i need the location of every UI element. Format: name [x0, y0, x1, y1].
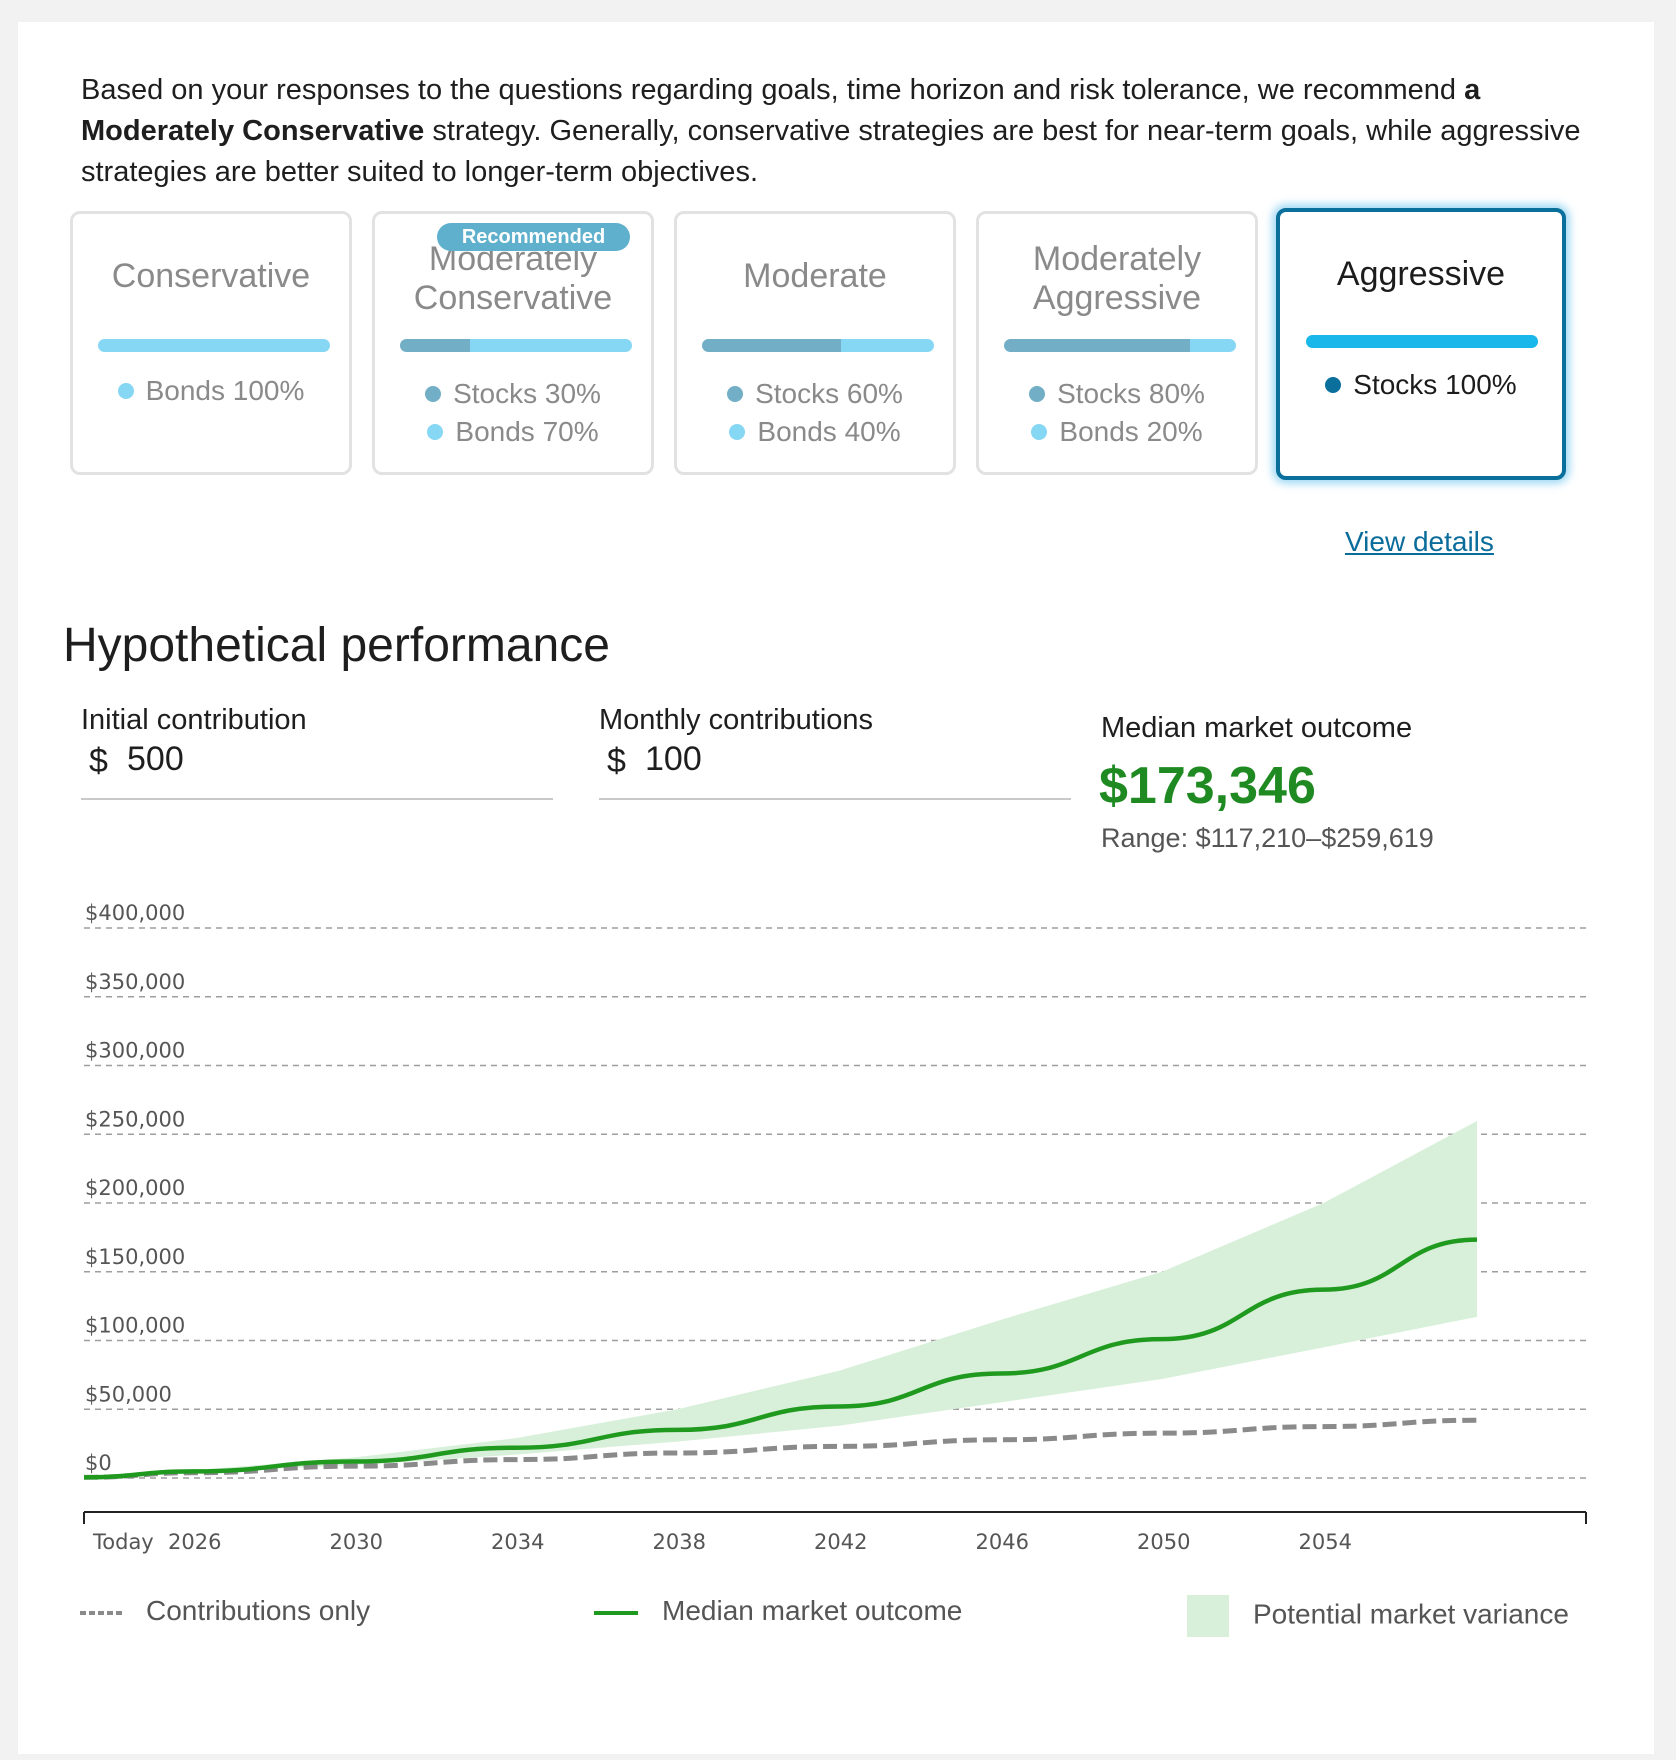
- strategy-card-conservative[interactable]: Conservative Bonds 100%: [70, 211, 352, 475]
- allocation-text: Bonds 40%: [757, 416, 901, 447]
- y-tick-label: $400,000: [85, 901, 185, 925]
- section-title: Hypothetical performance: [63, 619, 610, 672]
- strategy-card-title: Conservative: [111, 257, 311, 295]
- allocation-stocks-segment: [400, 339, 470, 352]
- initial-contribution-field[interactable]: $: [81, 738, 553, 800]
- x-tick-label: 2054: [1299, 1530, 1352, 1554]
- legend-contributions-label: Contributions only: [146, 1595, 371, 1626]
- allocation-bonds-label: Bonds 100%: [73, 373, 349, 409]
- bond-dot-icon: [1031, 424, 1048, 440]
- strategy-card-title: Moderately Aggressive: [1032, 240, 1202, 317]
- allocation-bonds-segment: [469, 339, 632, 352]
- median-outcome-range: Range: $117,210–$259,619: [1101, 823, 1434, 853]
- x-tick-label: 2038: [653, 1530, 706, 1554]
- allocation-bonds-segment: [841, 339, 934, 352]
- strategy-card-title: Moderately Conservative: [413, 240, 613, 317]
- y-tick-label: $300,000: [85, 1039, 185, 1063]
- currency-symbol: $: [607, 742, 626, 780]
- dashed-line-swatch: [80, 1610, 124, 1615]
- allocation-text: Stocks 30%: [453, 378, 601, 409]
- x-tick-label: 2034: [491, 1530, 544, 1554]
- y-tick-label: $100,000: [85, 1314, 185, 1338]
- legend-variance-label: Potential market variance: [1253, 1598, 1569, 1630]
- strategy-card-title: Moderate: [743, 257, 887, 295]
- allocation-bar: [98, 339, 330, 352]
- allocation-text: Bonds 100%: [145, 375, 305, 406]
- intro-text-end: strategy. Generally, conservative strate…: [81, 115, 1581, 188]
- monthly-contributions-label: Monthly contributions: [599, 704, 874, 736]
- strategy-card-moderately-conservative[interactable]: Moderately Conservative Stocks 30% Bonds 7…: [372, 211, 654, 475]
- allocation-text: Bonds 20%: [1059, 416, 1203, 447]
- allocation-stocks-label: Stocks 100%: [1280, 367, 1562, 403]
- legend-contributions: Contributions only: [80, 1595, 370, 1627]
- x-tick-label: Today: [92, 1530, 154, 1554]
- contributions-line: [83, 1417, 1477, 1480]
- bond-dot-icon: [117, 383, 134, 399]
- variance-swatch: [1187, 1595, 1229, 1637]
- strategy-card-title: Aggressive: [1336, 255, 1506, 293]
- monthly-contributions-input[interactable]: [645, 740, 1025, 779]
- recommended-badge: Recommended: [437, 223, 630, 251]
- strategy-card-aggressive[interactable]: Aggressive Stocks 100%: [1276, 208, 1566, 480]
- intro-recommended-strategy: a Moderately Conservative: [81, 74, 1481, 147]
- legend-median: Median market outcome: [594, 1595, 962, 1627]
- y-tick-label: $50,000: [85, 1382, 172, 1406]
- solid-line-swatch: [594, 1610, 638, 1615]
- allocation-text: Bonds 70%: [455, 416, 599, 447]
- monthly-contributions-field[interactable]: $: [599, 738, 1071, 800]
- currency-symbol: $: [89, 742, 108, 780]
- allocation-bonds-label: Bonds 40%: [677, 414, 953, 450]
- legend-median-label: Median market outcome: [662, 1595, 963, 1626]
- y-tick-label: $200,000: [85, 1176, 185, 1200]
- performance-chart: $0 $50,000 $100,000 $150,000 $200,000 $250,00…: [83, 901, 1587, 1554]
- median-outcome-label: Median market outcome: [1101, 712, 1413, 744]
- y-tick-label: $150,000: [85, 1245, 185, 1269]
- x-tick-label: 2026: [168, 1530, 221, 1554]
- allocation-text: Stocks 80%: [1057, 378, 1205, 409]
- allocation-bar: [400, 339, 632, 352]
- allocation-text: Stocks 60%: [755, 378, 903, 409]
- initial-contribution-input[interactable]: [127, 740, 507, 779]
- stock-dot-icon: [425, 386, 442, 402]
- y-tick-label: $250,000: [85, 1107, 185, 1131]
- x-tick-label: 2046: [976, 1530, 1029, 1554]
- allocation-bonds-label: Bonds 20%: [979, 414, 1255, 450]
- stock-dot-icon: [1325, 377, 1342, 393]
- x-tick-label: 2042: [814, 1530, 867, 1554]
- allocation-stocks-label: Stocks 60%: [677, 376, 953, 412]
- view-details-link[interactable]: View details: [1345, 526, 1494, 557]
- stock-dot-icon: [727, 386, 744, 402]
- intro-text-start: Based on your responses to the questions…: [81, 74, 1465, 106]
- stock-dot-icon: [1029, 386, 1046, 402]
- initial-contribution-label: Initial contribution: [81, 704, 307, 736]
- allocation-stocks-label: Stocks 30%: [375, 376, 651, 412]
- allocation-bar: [702, 339, 934, 352]
- allocation-bar: [1306, 335, 1538, 348]
- allocation-bonds-segment: [1189, 339, 1236, 352]
- x-tick-label: 2030: [330, 1530, 383, 1554]
- strategy-card-moderate[interactable]: Moderate Stocks 60% Bonds 40%: [674, 211, 956, 475]
- allocation-text: Stocks 100%: [1353, 369, 1517, 400]
- allocation-bonds-segment: [98, 339, 330, 352]
- legend-variance: Potential market variance: [1187, 1595, 1569, 1637]
- variance-band: [84, 1121, 1477, 1478]
- y-tick-label: $0: [85, 1451, 112, 1475]
- allocation-bar: [1004, 339, 1236, 352]
- allocation-stocks-segment: [1306, 335, 1538, 348]
- median-line: [83, 1237, 1477, 1480]
- strategy-options: Conservative Bonds 100% Moderately Conserv…: [70, 208, 1590, 481]
- allocation-stocks-segment: [702, 339, 842, 352]
- x-tick-label: 2050: [1137, 1530, 1190, 1554]
- allocation-stocks-label: Stocks 80%: [979, 376, 1255, 412]
- strategy-card-moderately-aggressive[interactable]: Moderately Aggressive Stocks 80% Bonds 20%: [976, 211, 1258, 475]
- bond-dot-icon: [729, 424, 746, 440]
- y-tick-label: $350,000: [85, 970, 185, 994]
- intro-text: Based on your responses to the questions…: [81, 70, 1601, 193]
- allocation-stocks-segment: [1004, 339, 1190, 352]
- bond-dot-icon: [427, 424, 444, 440]
- allocation-bonds-label: Bonds 70%: [375, 414, 651, 450]
- median-outcome-value: $173,346: [1099, 757, 1316, 815]
